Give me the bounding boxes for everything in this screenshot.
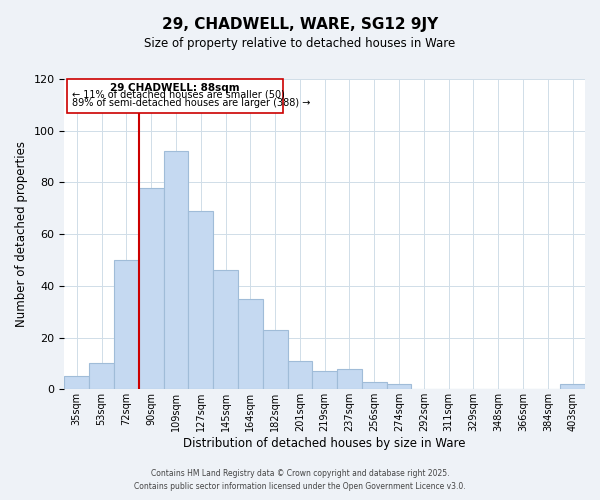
Bar	[238, 299, 263, 390]
Bar	[386, 384, 412, 390]
Bar	[64, 376, 89, 390]
Bar	[89, 364, 114, 390]
Text: ← 11% of detached houses are smaller (50): ← 11% of detached houses are smaller (50…	[72, 90, 285, 100]
Bar	[337, 368, 362, 390]
Bar	[114, 260, 139, 390]
Text: Contains HM Land Registry data © Crown copyright and database right 2025.
Contai: Contains HM Land Registry data © Crown c…	[134, 470, 466, 491]
Bar	[164, 152, 188, 390]
Text: 89% of semi-detached houses are larger (388) →: 89% of semi-detached houses are larger (…	[72, 98, 310, 108]
Bar	[213, 270, 238, 390]
Text: 29, CHADWELL, WARE, SG12 9JY: 29, CHADWELL, WARE, SG12 9JY	[162, 18, 438, 32]
Bar	[188, 211, 213, 390]
Bar	[560, 384, 585, 390]
FancyBboxPatch shape	[67, 79, 283, 112]
Bar	[313, 371, 337, 390]
Bar	[362, 382, 386, 390]
Bar	[287, 361, 313, 390]
Y-axis label: Number of detached properties: Number of detached properties	[15, 141, 28, 327]
Bar	[139, 188, 164, 390]
Text: Size of property relative to detached houses in Ware: Size of property relative to detached ho…	[145, 38, 455, 51]
Text: 29 CHADWELL: 88sqm: 29 CHADWELL: 88sqm	[110, 83, 239, 93]
Bar	[263, 330, 287, 390]
X-axis label: Distribution of detached houses by size in Ware: Distribution of detached houses by size …	[184, 437, 466, 450]
